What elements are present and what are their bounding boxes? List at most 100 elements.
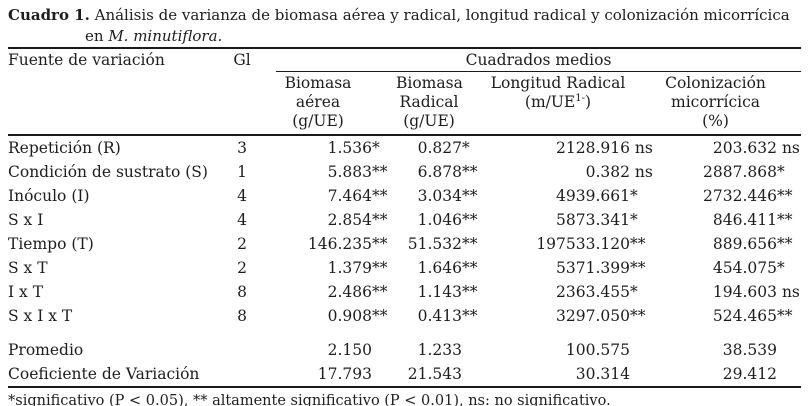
caption-line-2: en M. minutiflora.	[85, 27, 223, 45]
row-cell-value: 5371.399**	[486, 256, 654, 280]
col-header-biomasa-aerea: Biomasa aérea (g/UE)	[264, 72, 396, 136]
row-cell-value: 2.854**	[264, 208, 396, 232]
header-group-row: Fuente de variación Gl Cuadrados medios	[8, 48, 802, 136]
row-cell-value: 100.575	[565, 341, 630, 359]
row-cell-value: 0.908**	[264, 304, 396, 328]
significance-mark: *	[777, 259, 785, 277]
row-cell-value: 2732.446**	[654, 184, 801, 208]
table-body: Repetición (R) 3 1.536* 0.827* 2128.916 ns 20…	[8, 135, 801, 387]
spacer-row	[8, 328, 801, 338]
row-source-label: Condición de sustrato (S)	[8, 163, 208, 181]
row-cell-value: 2.486**	[264, 280, 396, 304]
table-row: S x I 4 2.854** 1.046** 5873.341* 846.411**	[8, 208, 801, 232]
significance-mark: **	[372, 163, 388, 181]
row-df-value: 2	[237, 235, 247, 253]
row-source-label: S x T	[8, 259, 48, 277]
row-cell-value: 197533.120**	[486, 232, 654, 256]
row-df-value: 2	[237, 259, 247, 277]
col-header-source: Fuente de variación	[8, 48, 220, 136]
table-footnote: *significativo (P < 0.05), ** altamente …	[8, 393, 611, 406]
significance-mark: **	[777, 235, 793, 253]
row-cell-value: 6.878**	[396, 160, 486, 184]
row-cell-value: 1.046**	[396, 208, 486, 232]
col-header-longitud-radical: Longitud Radical (m/UE1-)	[486, 72, 654, 136]
row-cell-value: 5.883**	[264, 160, 396, 184]
row-df-value	[220, 338, 264, 362]
significance-mark: **	[462, 211, 478, 229]
table-row: Tiempo (T) 2 146.235** 51.532** 197533.120**…	[8, 232, 801, 256]
significance-mark: **	[630, 307, 646, 325]
caption-number: Cuadro 1.	[8, 6, 90, 24]
caption-line-1: Cuadro 1. Análisis de varianza de biomas…	[8, 5, 801, 26]
significance-mark: *	[372, 139, 380, 157]
significance-mark: **	[777, 211, 793, 229]
significance-mark: **	[462, 283, 478, 301]
significance-mark: *	[777, 163, 785, 181]
significance-mark: **	[372, 211, 388, 229]
row-df-value: 3	[237, 139, 247, 157]
table-row: S x T 2 1.379** 1.646** 5371.399** 454.075*	[8, 256, 801, 280]
row-cell-value: 7.464**	[264, 184, 396, 208]
row-cell-value: 2.150	[327, 341, 372, 359]
row-cell-value: 846.411**	[654, 208, 801, 232]
row-cell-value: 889.656**	[654, 232, 801, 256]
significance-mark: **	[372, 187, 388, 205]
col-group-header: Cuadrados medios	[264, 48, 802, 72]
species-name: M. minutiflora.	[108, 27, 223, 45]
significance-mark: ns	[630, 139, 653, 157]
row-df-value: 1	[237, 163, 247, 181]
row-df-value: 4	[237, 211, 247, 229]
row-cell-value: 21.543	[407, 365, 462, 383]
table-row: Inóculo (I) 4 7.464** 3.034** 4939.661* 2732.…	[8, 184, 801, 208]
row-cell-value: 194.603 ns	[654, 280, 801, 304]
significance-mark: **	[777, 187, 793, 205]
row-cell-value: 1.646**	[396, 256, 486, 280]
significance-mark: **	[372, 235, 388, 253]
row-cell-value: 2128.916 ns	[486, 135, 654, 160]
row-source-label: I x T	[8, 283, 44, 301]
row-cell-value: 454.075*	[654, 256, 801, 280]
row-source-label: Tiempo (T)	[8, 235, 94, 253]
significance-mark: **	[630, 259, 646, 277]
row-cell-value: 2887.868*	[654, 160, 801, 184]
row-df-value: 8	[237, 283, 247, 301]
row-cell-value: 0.413**	[396, 304, 486, 328]
significance-mark: **	[630, 235, 646, 253]
col-group-label: Cuadrados medios	[276, 49, 802, 72]
significance-mark: **	[372, 283, 388, 301]
table-row: I x T 8 2.486** 1.143** 2363.455* 194.603 ns	[8, 280, 801, 304]
significance-mark: ns	[777, 283, 800, 301]
row-cell-value: 203.632 ns	[654, 135, 801, 160]
col-header-df: Gl	[220, 48, 264, 136]
row-cell-value: 1.233	[417, 341, 462, 359]
row-cell-value: 0.382 ns	[486, 160, 654, 184]
row-source-label: Repetición (R)	[8, 139, 121, 157]
longitud-unit: (m/UE1-)	[524, 92, 592, 111]
table-row: S x I x T 8 0.908** 0.413** 3297.050** 524.46…	[8, 304, 801, 328]
caption-text: Análisis de varianza de biomasa aérea y …	[94, 6, 790, 24]
col-header-colonizacion: Colonización micorrícica (%)	[654, 72, 802, 136]
significance-mark: **	[462, 235, 478, 253]
row-cell-value: 0.827*	[396, 135, 486, 160]
row-cell-value: 17.793	[317, 365, 372, 383]
row-cell-value: 524.465**	[654, 304, 801, 328]
row-cell-value: 38.539	[722, 341, 778, 359]
significance-mark: **	[462, 307, 478, 325]
table-row: Promedio 2.150 1.233 100.575 38.539	[8, 338, 801, 362]
significance-mark: **	[462, 163, 478, 181]
row-source-label: S x I	[8, 211, 44, 229]
significance-mark: ns	[777, 139, 800, 157]
table-caption: Cuadro 1. Análisis de varianza de biomas…	[8, 5, 801, 47]
col-header-biomasa-radical: Biomasa Radical (g/UE)	[396, 72, 486, 136]
row-cell-value: 1.536*	[264, 135, 396, 160]
significance-mark: *	[630, 211, 638, 229]
header-subcol-row: Biomasa aérea (g/UE) Biomasa Radical (g/…	[8, 72, 802, 136]
table-header: Fuente de variación Gl Cuadrados medios …	[8, 48, 802, 136]
row-cell-value: 29.412	[722, 365, 778, 383]
row-df-value: 4	[237, 187, 247, 205]
unit-superscript: 1-	[575, 92, 586, 104]
table-row: Coeficiente de Variación 17.793 21.543 30.3…	[8, 362, 801, 387]
row-source-label: S x I x T	[8, 307, 73, 325]
row-cell-value: 30.314	[575, 365, 630, 383]
